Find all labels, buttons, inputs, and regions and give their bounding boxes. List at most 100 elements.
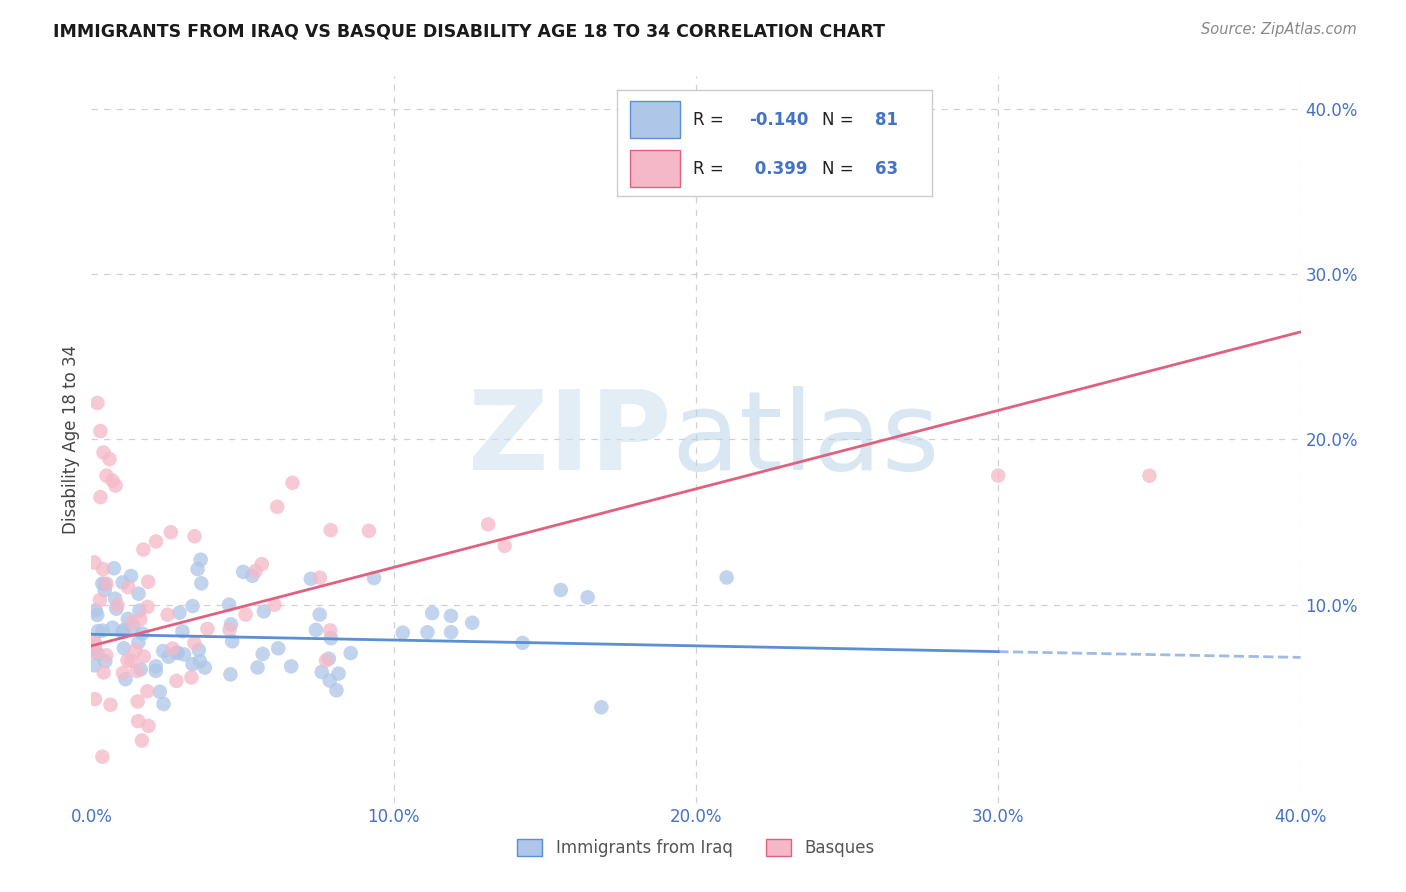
Point [157,649,180,664]
Point [440,608,463,623]
Point [145,659,167,673]
Point [152,697,174,711]
Point [104,591,127,606]
Point [252,647,274,661]
Point [117,653,139,667]
Point [120,654,142,668]
Point [91,576,114,591]
Point [136,684,159,698]
Point [125,664,148,678]
Point [86,607,108,622]
Point [107,598,129,612]
Point [461,615,484,630]
Point [218,623,240,637]
Point [1139,468,1161,483]
Point [315,653,337,667]
Point [117,580,139,594]
Y-axis label: Disability Age 18 to 34: Disability Age 18 to 34 [62,344,80,534]
Point [166,673,188,688]
Point [145,664,167,678]
Point [263,598,285,612]
Point [266,500,288,514]
Point [83,635,105,649]
Point [357,524,380,538]
Point [325,683,347,698]
Point [188,654,211,668]
Point [183,636,205,650]
Point [219,617,242,632]
Point [96,468,118,483]
Point [128,587,150,601]
Point [104,478,127,492]
Point [308,607,330,622]
Point [576,591,599,605]
Point [91,749,114,764]
Point [391,625,413,640]
Point [180,670,202,684]
Point [318,651,340,665]
Point [149,685,172,699]
Point [86,396,108,410]
Point [309,571,332,585]
Point [111,624,134,639]
Point [169,606,191,620]
Point [132,542,155,557]
Point [245,564,267,578]
Point [117,612,139,626]
Point [190,552,212,566]
Point [166,646,188,660]
Point [162,641,184,656]
Point [156,607,179,622]
Point [101,621,124,635]
Point [181,657,204,672]
Point [129,612,152,626]
Text: IMMIGRANTS FROM IRAQ VS BASQUE DISABILITY AGE 18 TO 34 CORRELATION CHART: IMMIGRANTS FROM IRAQ VS BASQUE DISABILIT… [53,22,886,40]
Point [218,598,240,612]
Point [187,562,209,576]
Point [250,557,273,571]
Point [219,667,242,681]
Point [89,490,111,504]
Text: Source: ZipAtlas.com: Source: ZipAtlas.com [1201,22,1357,37]
Point [136,599,159,614]
Point [120,569,142,583]
Point [84,637,107,651]
Point [319,624,342,638]
Point [98,452,121,467]
Point [339,646,361,660]
Point [111,665,134,680]
Point [987,468,1010,483]
Point [190,576,212,591]
Point [89,424,111,438]
Point [319,631,342,645]
Point [477,517,499,532]
Text: atlas: atlas [672,386,941,492]
Point [83,640,105,654]
Point [232,565,254,579]
Point [101,474,124,488]
Point [91,624,114,638]
Point [84,603,107,617]
Point [127,635,149,649]
Legend: Immigrants from Iraq, Basques: Immigrants from Iraq, Basques [510,832,882,863]
Point [96,576,118,591]
Point [318,673,340,688]
Point [716,570,738,584]
Point [221,634,243,648]
Point [328,666,350,681]
Point [131,626,153,640]
Point [127,714,149,728]
Point [194,660,217,674]
Point [172,624,194,639]
Point [512,636,534,650]
Point [166,645,188,659]
Point [181,599,204,613]
Point [440,625,463,640]
Point [94,654,117,668]
Point [112,623,135,637]
Point [103,561,125,575]
Point [420,606,443,620]
Text: ZIP: ZIP [468,386,672,492]
Point [363,571,385,585]
Point [128,604,150,618]
